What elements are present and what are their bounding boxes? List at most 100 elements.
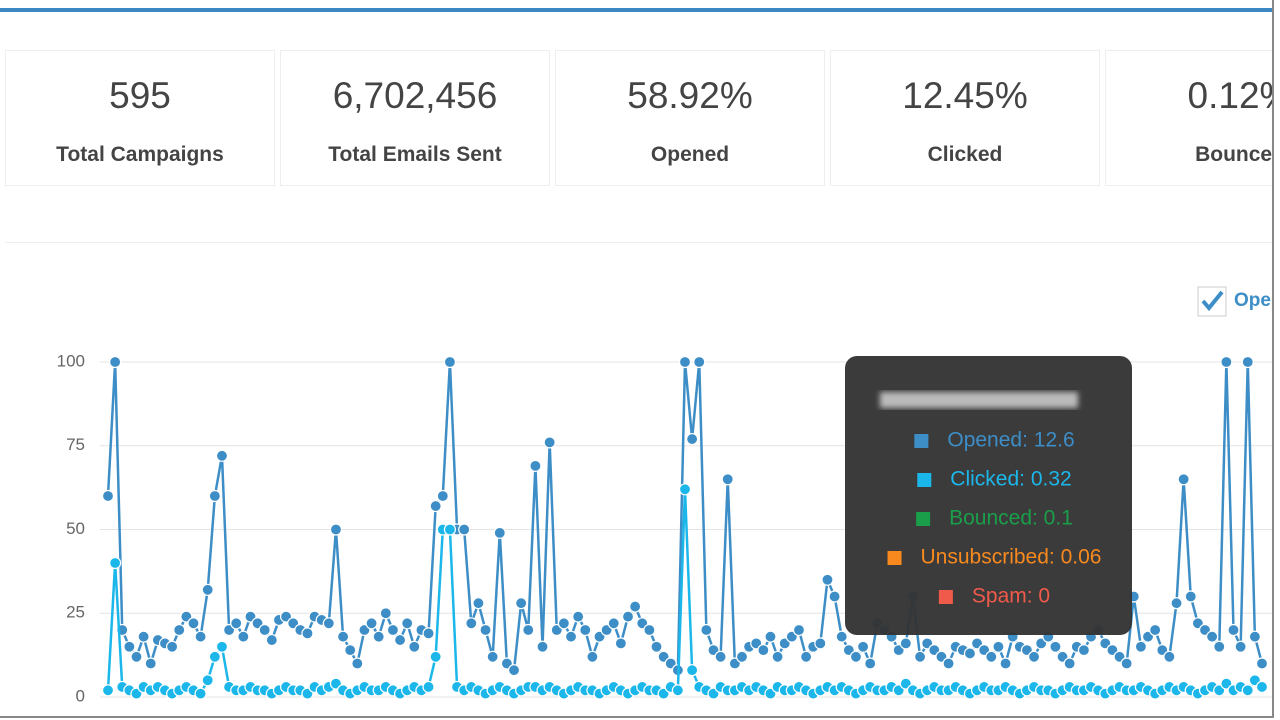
- point: [721, 473, 734, 486]
- point: [429, 499, 442, 513]
- legend-label[interactable]: Opened: [1234, 290, 1272, 311]
- point: [1248, 630, 1261, 643]
- point: [166, 640, 179, 653]
- tooltip-row: Opened: 12.6: [947, 429, 1074, 452]
- point: [1213, 640, 1226, 653]
- tooltip-swatch: [887, 551, 902, 565]
- point: [536, 640, 549, 653]
- point: [1255, 657, 1269, 670]
- point: [992, 640, 1005, 653]
- stat-value: 595: [109, 75, 171, 116]
- stat-label: Opened: [650, 143, 730, 166]
- stat-card: 0.12% Bounced: [1105, 50, 1273, 186]
- point: [821, 573, 834, 586]
- point: [835, 630, 848, 643]
- point: [579, 623, 592, 637]
- point: [629, 600, 642, 613]
- point: [1241, 355, 1254, 369]
- separator: [5, 242, 1272, 243]
- top-bar: [0, 8, 1272, 12]
- point: [607, 617, 620, 630]
- stat-label: Bounced: [1195, 143, 1273, 166]
- stat-card: 6,702,456 Total Emails Sent: [280, 50, 550, 186]
- point: [101, 684, 115, 697]
- point: [1120, 657, 1133, 670]
- stat-label: Total Campaigns: [56, 143, 224, 166]
- legend: Opened: [1197, 286, 1272, 317]
- stat-label: Total Emails Sent: [328, 143, 502, 166]
- point: [621, 610, 635, 623]
- point: [1134, 640, 1148, 653]
- point: [109, 556, 122, 570]
- stat-card: 58.92% Opened: [555, 50, 825, 186]
- point: [123, 640, 136, 653]
- stat-value: 12.45%: [902, 75, 1028, 116]
- point: [543, 436, 556, 449]
- point: [208, 650, 221, 663]
- point: [472, 597, 485, 610]
- point: [678, 483, 692, 496]
- point: [671, 684, 684, 697]
- point: [799, 650, 813, 663]
- checkmark: [1201, 290, 1224, 312]
- point: [1049, 640, 1062, 653]
- point: [856, 640, 870, 653]
- stat-label: Clicked: [927, 143, 1003, 166]
- point: [557, 617, 571, 630]
- point: [215, 449, 229, 462]
- point: [393, 633, 407, 647]
- point: [686, 664, 699, 677]
- point: [237, 630, 250, 643]
- point: [764, 630, 777, 643]
- tooltip-row: Bounced: 0.1: [949, 507, 1073, 530]
- y-tick-label: 100: [57, 351, 85, 370]
- point: [586, 650, 599, 663]
- point: [230, 617, 243, 630]
- point: [1177, 473, 1190, 486]
- stat-value: 0.12%: [1187, 75, 1272, 116]
- point: [735, 650, 749, 663]
- point: [443, 355, 457, 369]
- point: [401, 617, 414, 630]
- point: [1255, 680, 1269, 694]
- point: [194, 630, 207, 643]
- y-tick-label: 50: [66, 519, 85, 538]
- point: [258, 623, 271, 637]
- point: [1220, 355, 1233, 369]
- point: [109, 355, 122, 369]
- point: [864, 657, 877, 670]
- point: [1063, 657, 1076, 670]
- point: [372, 630, 385, 643]
- point: [137, 630, 150, 643]
- tooltip-row: Spam: 0: [972, 585, 1050, 608]
- point: [422, 680, 435, 694]
- point: [1227, 623, 1240, 637]
- point: [173, 623, 186, 637]
- tooltip-row: Unsubscribed: 0.06: [921, 546, 1102, 569]
- point: [1184, 590, 1197, 603]
- point: [322, 617, 335, 630]
- stat-value: 6,702,456: [332, 75, 498, 116]
- point: [329, 523, 343, 536]
- point: [700, 623, 713, 637]
- point: [1241, 684, 1254, 697]
- point: [351, 657, 364, 670]
- point: [265, 633, 278, 647]
- point: [408, 640, 421, 653]
- tooltip: Opened: 12.6 Clicked: 0.32 Bounced: 0.1 Uns…: [845, 356, 1132, 635]
- point: [678, 355, 692, 369]
- point: [1170, 597, 1183, 610]
- point: [714, 650, 727, 663]
- point: [1234, 640, 1247, 653]
- point: [1149, 623, 1162, 637]
- point: [301, 627, 314, 640]
- point: [507, 664, 521, 677]
- tooltip-swatch: [916, 512, 931, 526]
- point: [985, 650, 998, 663]
- point: [130, 650, 143, 663]
- point: [614, 637, 627, 650]
- tooltip-swatch: [938, 590, 953, 604]
